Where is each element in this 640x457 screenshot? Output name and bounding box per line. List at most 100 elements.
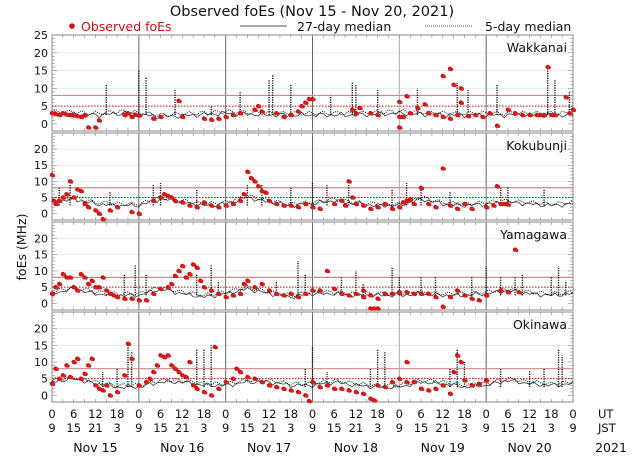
ut-tick-label: 6 <box>417 407 424 421</box>
ut-tick-label: 18 <box>457 407 472 421</box>
observed-point <box>116 205 121 210</box>
chart-title: Observed foEs (Nov 15 - Nov 20, 2021) <box>170 4 454 20</box>
observed-point <box>84 372 88 377</box>
observed-point <box>377 384 381 388</box>
observed-point <box>341 292 345 297</box>
observed-point <box>427 202 432 207</box>
observed-point <box>413 202 418 207</box>
jst-tick-label: 3 <box>461 421 468 435</box>
observed-point <box>373 399 378 403</box>
ut-tick-label: 0 <box>396 407 403 421</box>
observed-point <box>80 377 85 382</box>
y-tick-label: 20 <box>34 232 48 245</box>
jst-tick-label: 15 <box>153 421 168 435</box>
observed-point <box>297 295 302 300</box>
ut-tick-label: 12 <box>175 407 190 421</box>
observed-point <box>449 392 454 397</box>
observed-point <box>351 108 356 113</box>
observed-point <box>406 360 410 365</box>
observed-point <box>554 113 559 118</box>
observed-point <box>174 274 179 279</box>
observed-point <box>66 364 70 368</box>
observed-point <box>435 295 439 300</box>
legend: Observed foEs 27-day median 5-day median <box>69 19 571 34</box>
observed-point <box>308 399 313 404</box>
observed-point <box>171 196 175 200</box>
observed-point <box>109 209 114 213</box>
observed-point <box>84 276 88 280</box>
y-tick-label: 5 <box>41 373 48 386</box>
observed-point <box>341 387 345 392</box>
observed-point <box>351 196 356 200</box>
observed-point <box>210 204 215 208</box>
observed-point <box>95 209 99 213</box>
y-tick-label: 15 <box>34 159 48 172</box>
observed-point <box>87 364 92 368</box>
observed-point <box>167 286 171 290</box>
panel-okinawa: 0 5 10 15 20 Okinawa <box>34 311 574 404</box>
observed-point <box>261 380 266 385</box>
observed-point <box>210 118 215 122</box>
jst-tick-label: 15 <box>501 421 516 435</box>
observed-point <box>391 207 396 212</box>
observed-point <box>152 117 157 121</box>
jst-tick-label: 21 <box>262 421 277 435</box>
jst-tick-label: 9 <box>309 421 316 435</box>
observed-point <box>239 199 244 204</box>
observed-point <box>87 126 92 130</box>
observed-point <box>102 217 106 222</box>
observed-point <box>181 115 186 120</box>
y-tick-label: 20 <box>34 323 48 336</box>
day-label: Nov 19 <box>421 440 465 455</box>
observed-point <box>355 390 360 395</box>
observed-point <box>449 117 454 121</box>
observed-point <box>456 289 461 293</box>
ut-tick-label: 6 <box>244 407 251 421</box>
observed-point <box>76 289 81 293</box>
observed-point <box>362 295 367 300</box>
observed-point <box>290 389 295 393</box>
observed-point <box>178 269 182 274</box>
day-label: Nov 18 <box>334 440 378 455</box>
observed-point <box>283 204 287 208</box>
observed-point <box>69 180 74 184</box>
jst-tick-label: 15 <box>66 421 81 435</box>
jst-tick-label: 9 <box>396 421 403 435</box>
observed-point <box>55 367 59 372</box>
station-label: Kokubunji <box>506 138 567 153</box>
observed-point <box>275 112 280 116</box>
observed-point <box>87 282 92 287</box>
observed-point <box>290 113 295 118</box>
observed-point <box>265 191 269 195</box>
ut-tick-label: 12 <box>522 407 537 421</box>
observed-point <box>297 110 302 114</box>
observed-point <box>232 377 237 382</box>
ut-tick-label: 18 <box>370 407 385 421</box>
observed-point <box>69 375 74 380</box>
observed-point <box>362 289 367 293</box>
observed-point <box>185 276 190 280</box>
observed-point <box>453 370 457 375</box>
y-tick-label: 5 <box>41 281 48 294</box>
observed-point <box>178 370 182 375</box>
observed-point <box>471 384 475 388</box>
observed-point <box>98 286 103 290</box>
jst-tick-label: 15 <box>414 421 429 435</box>
ut-tick-label: 0 <box>569 407 576 421</box>
ut-tick-label: 18 <box>283 407 298 421</box>
observed-point <box>51 382 56 387</box>
observed-point <box>51 292 56 297</box>
observed-point <box>417 106 421 111</box>
jst-tick-label: 3 <box>374 421 381 435</box>
observed-point <box>196 387 200 392</box>
observed-point <box>326 384 331 388</box>
observed-point <box>485 379 490 383</box>
y-tick-label: 5 <box>41 191 48 204</box>
day-label: Nov 16 <box>160 440 204 455</box>
observed-point <box>384 202 389 207</box>
observed-point <box>398 205 403 210</box>
observed-point <box>478 299 483 303</box>
observed-point <box>406 290 410 295</box>
observed-point <box>507 290 512 295</box>
